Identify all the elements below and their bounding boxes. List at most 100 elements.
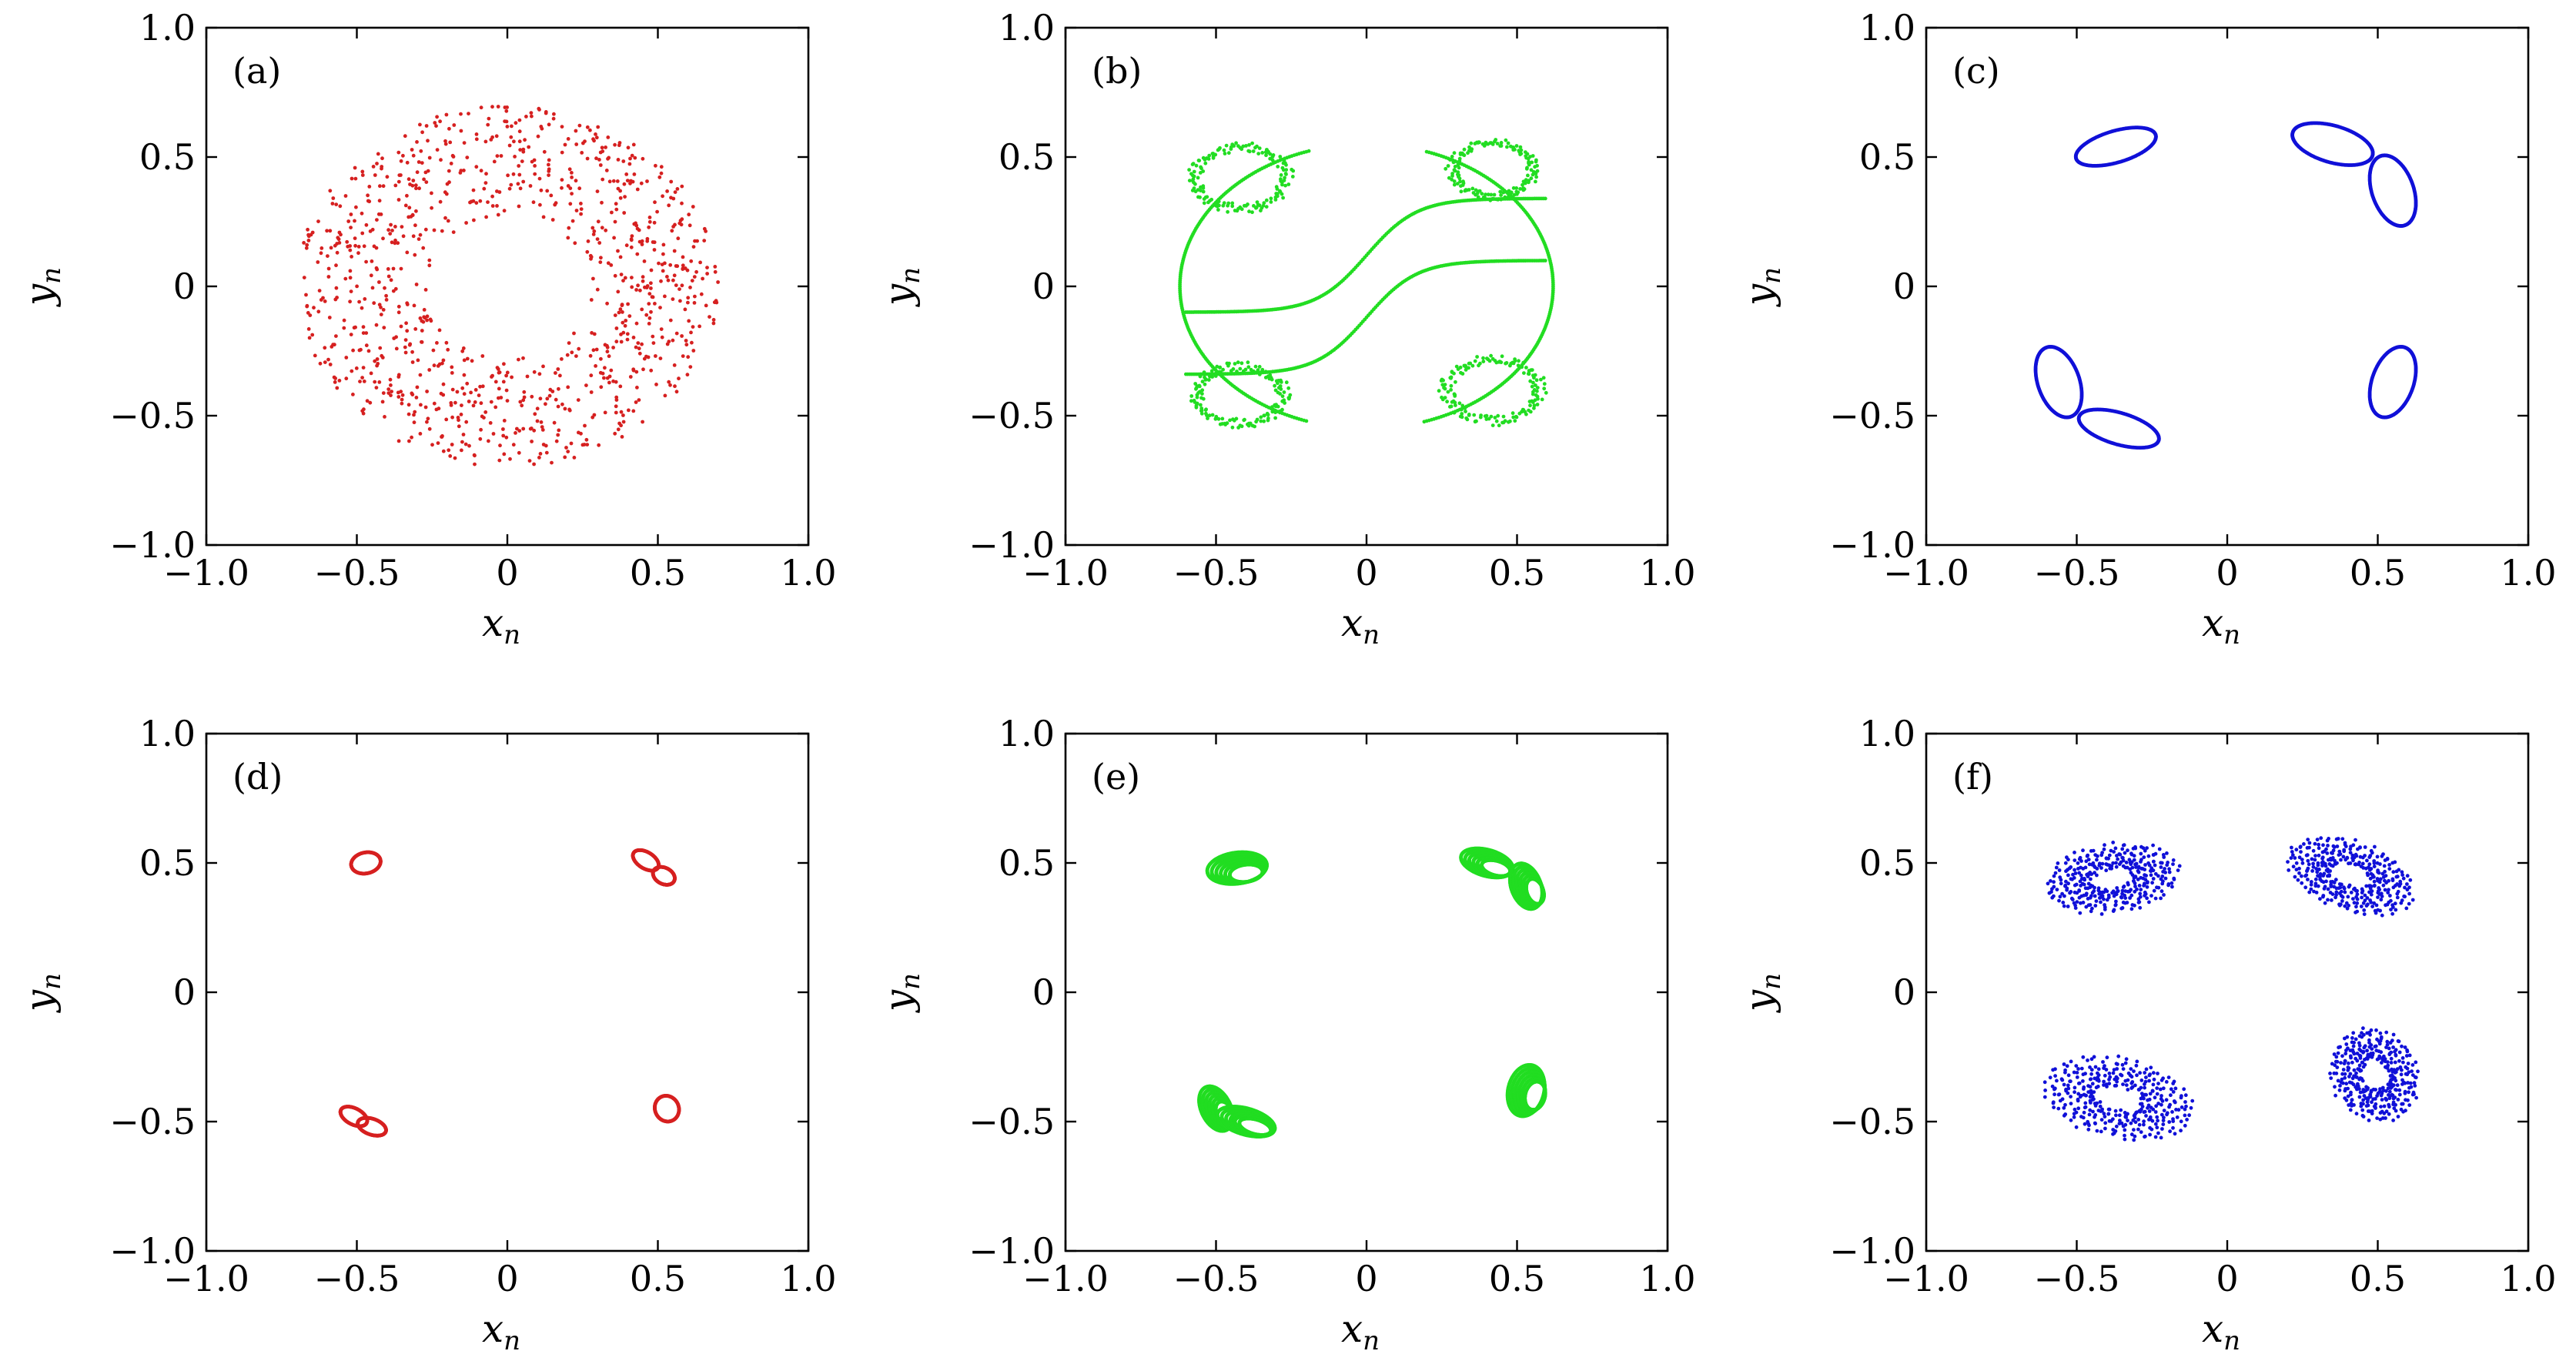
data-point xyxy=(478,436,483,441)
data-point xyxy=(638,288,642,293)
data-point xyxy=(502,362,506,366)
data-point xyxy=(335,250,340,255)
data-point xyxy=(394,346,399,351)
data-point xyxy=(450,371,454,375)
data-point xyxy=(376,152,380,156)
data-point xyxy=(511,172,516,176)
data-point xyxy=(1304,419,1309,423)
data-point xyxy=(698,324,701,329)
data-point xyxy=(517,172,522,177)
data-point xyxy=(621,330,626,335)
data-point xyxy=(484,215,488,219)
data-point xyxy=(585,443,590,446)
data-point xyxy=(560,186,564,190)
data-point xyxy=(405,303,410,306)
data-point xyxy=(334,263,338,268)
data-point xyxy=(625,337,630,342)
data-point xyxy=(639,181,644,186)
data-point xyxy=(480,384,485,389)
data-point xyxy=(396,150,401,155)
data-point xyxy=(1524,366,1528,370)
data-point xyxy=(539,188,544,192)
data-point xyxy=(603,343,607,347)
data-point xyxy=(1504,138,1508,142)
data-point xyxy=(540,428,545,432)
data-point xyxy=(1469,141,1474,145)
data-point xyxy=(634,400,638,404)
data-point xyxy=(378,184,382,189)
data-point xyxy=(1197,384,1202,389)
data-point xyxy=(1282,390,1286,394)
data-point xyxy=(1282,398,1286,403)
data-point xyxy=(462,373,467,377)
data-point xyxy=(652,220,657,225)
data-point xyxy=(557,428,561,433)
data-point xyxy=(1481,356,1485,360)
data-point xyxy=(427,368,432,372)
data-point xyxy=(613,142,617,147)
data-point xyxy=(1531,169,1536,174)
data-point xyxy=(417,186,421,191)
data-point xyxy=(348,276,353,280)
data-point xyxy=(381,184,386,189)
data-point xyxy=(574,179,578,183)
data-point xyxy=(629,179,633,183)
data-point xyxy=(565,353,570,357)
data-point xyxy=(343,276,348,281)
data-point xyxy=(316,260,320,264)
data-point xyxy=(1269,200,1273,204)
data-point xyxy=(604,228,608,232)
data-point xyxy=(459,413,463,416)
data-point xyxy=(644,313,649,317)
data-point xyxy=(657,261,661,266)
data-point xyxy=(620,303,624,308)
data-point xyxy=(681,354,685,358)
data-point xyxy=(501,380,506,384)
data-point xyxy=(592,413,597,417)
data-point xyxy=(498,443,502,448)
data-point xyxy=(585,125,590,129)
data-point xyxy=(626,302,630,306)
data-point xyxy=(406,412,411,416)
data-point xyxy=(345,239,350,244)
data-point xyxy=(420,329,424,333)
data-point xyxy=(1449,404,1454,409)
data-point xyxy=(367,199,372,204)
data-point xyxy=(567,167,572,172)
data-point xyxy=(570,176,574,179)
data-point xyxy=(634,321,639,326)
data-point xyxy=(446,219,450,223)
data-point xyxy=(1239,424,1244,429)
data-point xyxy=(467,443,471,448)
data-point xyxy=(537,456,541,460)
data-point xyxy=(609,263,614,267)
data-point xyxy=(1534,175,1538,179)
data-point xyxy=(362,407,366,412)
data-point xyxy=(412,413,416,417)
data-point xyxy=(556,404,560,409)
data-point xyxy=(447,126,451,131)
data-point xyxy=(511,443,516,447)
data-point xyxy=(349,333,353,336)
data-point xyxy=(406,177,411,182)
data-point xyxy=(473,388,478,392)
data-point xyxy=(418,232,423,237)
data-point xyxy=(335,386,340,390)
data-point xyxy=(572,456,577,460)
data-point xyxy=(517,357,520,362)
data-point xyxy=(1274,403,1278,407)
data-point xyxy=(630,285,634,289)
data-point xyxy=(471,403,476,408)
data-point xyxy=(1273,416,1277,420)
data-point xyxy=(490,375,493,379)
data-point xyxy=(661,252,665,256)
data-point xyxy=(680,184,684,189)
data-point xyxy=(410,183,415,188)
data-point xyxy=(386,228,390,232)
data-point xyxy=(364,259,368,264)
data-point xyxy=(690,340,694,345)
data-point xyxy=(1474,419,1478,423)
data-point xyxy=(623,195,627,199)
data-point xyxy=(436,364,440,368)
data-point xyxy=(504,373,508,378)
